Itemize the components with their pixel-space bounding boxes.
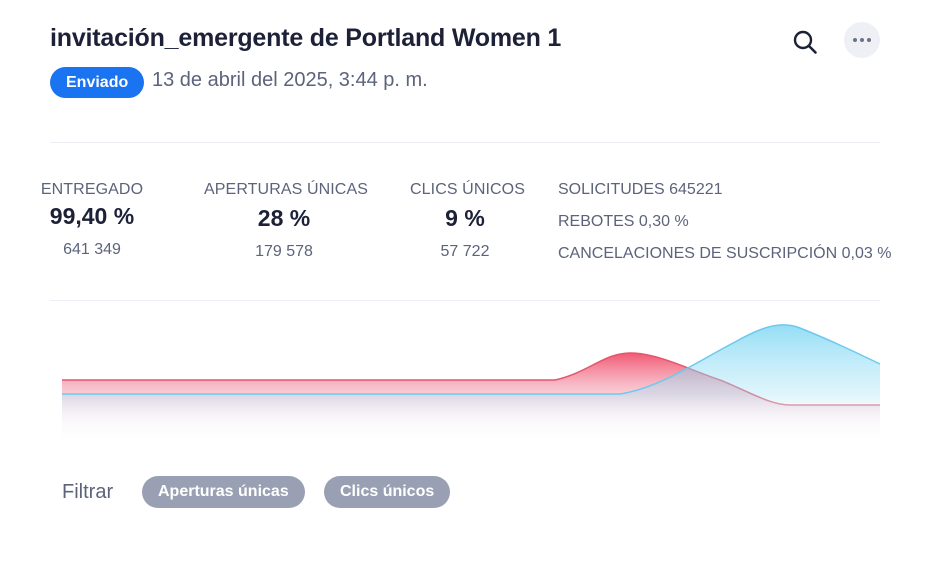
filter-chip-unique-opens[interactable]: Aperturas únicas bbox=[142, 476, 305, 508]
stat-label: ENTREGADO bbox=[40, 181, 144, 198]
bounces-stat: REBOTES 0,30 % bbox=[558, 213, 689, 230]
divider-bottom bbox=[50, 300, 880, 301]
search-icon bbox=[793, 30, 817, 54]
search-button[interactable] bbox=[788, 25, 822, 59]
page-title: invitación_emergente de Portland Women 1 bbox=[50, 24, 562, 52]
filter-label: Filtrar bbox=[62, 481, 114, 503]
unsubscribes-stat: CANCELACIONES DE SUSCRIPCIÓN 0,03 % bbox=[558, 245, 892, 262]
series-line-blue bbox=[62, 324, 881, 395]
sent-date: 13 de abril del 2025, 3:44 p. m. bbox=[152, 69, 428, 91]
stat-value: 99,40 % bbox=[49, 203, 135, 229]
stat-count: 179 578 bbox=[255, 243, 313, 260]
stat-value: 28 % bbox=[257, 205, 311, 231]
more-horizontal-icon bbox=[853, 38, 871, 42]
stat-delivered: ENTREGADO 99,40 % 641 349 bbox=[40, 181, 144, 259]
stat-label: CLICS ÚNICOS bbox=[410, 181, 525, 198]
requests-stat: SOLICITUDES 645221 bbox=[558, 181, 723, 198]
stat-value: 9 % bbox=[445, 205, 485, 231]
filter-chip-unique-clicks[interactable]: Clics únicos bbox=[324, 476, 451, 508]
stat-unique-opens: APERTURAS ÚNICAS 28 % 179 578 bbox=[204, 181, 369, 261]
status-badge: Enviado bbox=[50, 67, 145, 98]
divider-top bbox=[50, 142, 880, 143]
stat-count: 57 722 bbox=[440, 243, 490, 260]
stat-unique-clicks: CLICS ÚNICOS 9 % 57 722 bbox=[410, 181, 525, 261]
stat-count: 641 349 bbox=[63, 241, 121, 258]
engagement-chart bbox=[50, 324, 890, 450]
stat-label: APERTURAS ÚNICAS bbox=[204, 181, 369, 198]
more-options-button[interactable] bbox=[844, 22, 880, 58]
chart-fade bbox=[50, 395, 890, 450]
